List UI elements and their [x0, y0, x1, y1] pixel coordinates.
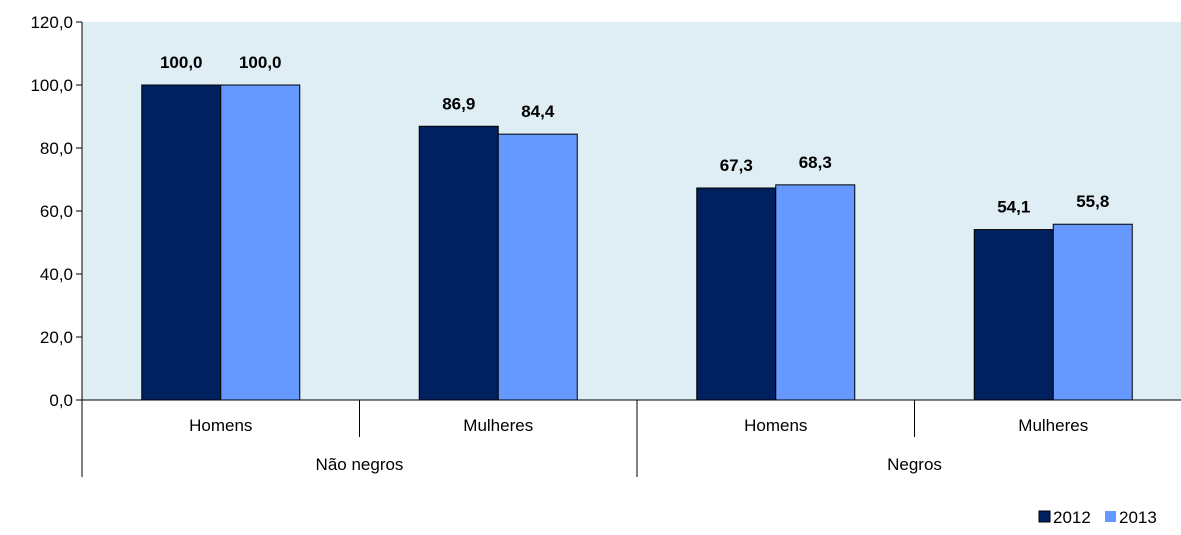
data-label-2013-4: 55,8 [1076, 192, 1109, 211]
legend: 2012 2013 [1038, 508, 1157, 527]
legend-swatch-2013 [1105, 511, 1116, 522]
bar-2012-4 [973, 229, 1054, 401]
data-label-2013-2: 84,4 [521, 102, 555, 121]
bar-2013-2 [497, 133, 578, 401]
data-label-2013-3: 68,3 [799, 153, 832, 172]
y-tick-label-1: 20,0 [40, 328, 73, 347]
data-labels: 100,0 100,0 86,9 84,4 67,3 68,3 54,1 55,8 [160, 53, 1109, 217]
category-label-2: Mulheres [463, 416, 533, 435]
category-label-4: Mulheres [1018, 416, 1088, 435]
data-label-2012-3: 67,3 [720, 156, 753, 175]
y-tick-labels: 0,0 20,0 40,0 60,0 80,0 100,0 120,0 [30, 13, 73, 410]
legend-label-2013: 2013 [1119, 508, 1157, 527]
y-tick-label-2: 40,0 [40, 265, 73, 284]
bar-2012-3 [696, 187, 777, 401]
category-label-1: Homens [189, 416, 252, 435]
bars [141, 84, 1133, 401]
data-label-2012-1: 100,0 [160, 53, 203, 72]
y-tick-label-5: 100,0 [30, 76, 73, 95]
group-label-1: Não negros [316, 455, 404, 474]
data-label-2012-2: 86,9 [442, 94, 475, 113]
bar-2012-2 [418, 125, 499, 401]
category-label-3: Homens [744, 416, 807, 435]
category-labels: Homens Mulheres Homens Mulheres Não negros Ne… [189, 416, 1088, 474]
group-label-2: Negros [887, 455, 942, 474]
bar-2013-3 [775, 184, 856, 401]
y-tick-label-4: 80,0 [40, 139, 73, 158]
legend-swatch-2012 [1038, 510, 1051, 523]
data-label-2012-4: 54,1 [997, 198, 1030, 217]
bar-2012-1 [141, 84, 222, 401]
y-tick-label-0: 0,0 [49, 391, 73, 410]
axes [76, 21, 1181, 477]
y-tick-label-6: 120,0 [30, 13, 73, 32]
data-label-2013-1: 100,0 [239, 53, 282, 72]
bar-2013-1 [220, 84, 301, 401]
legend-label-2012: 2012 [1053, 508, 1091, 527]
bar-2013-4 [1052, 223, 1133, 401]
y-tick-label-3: 60,0 [40, 202, 73, 221]
